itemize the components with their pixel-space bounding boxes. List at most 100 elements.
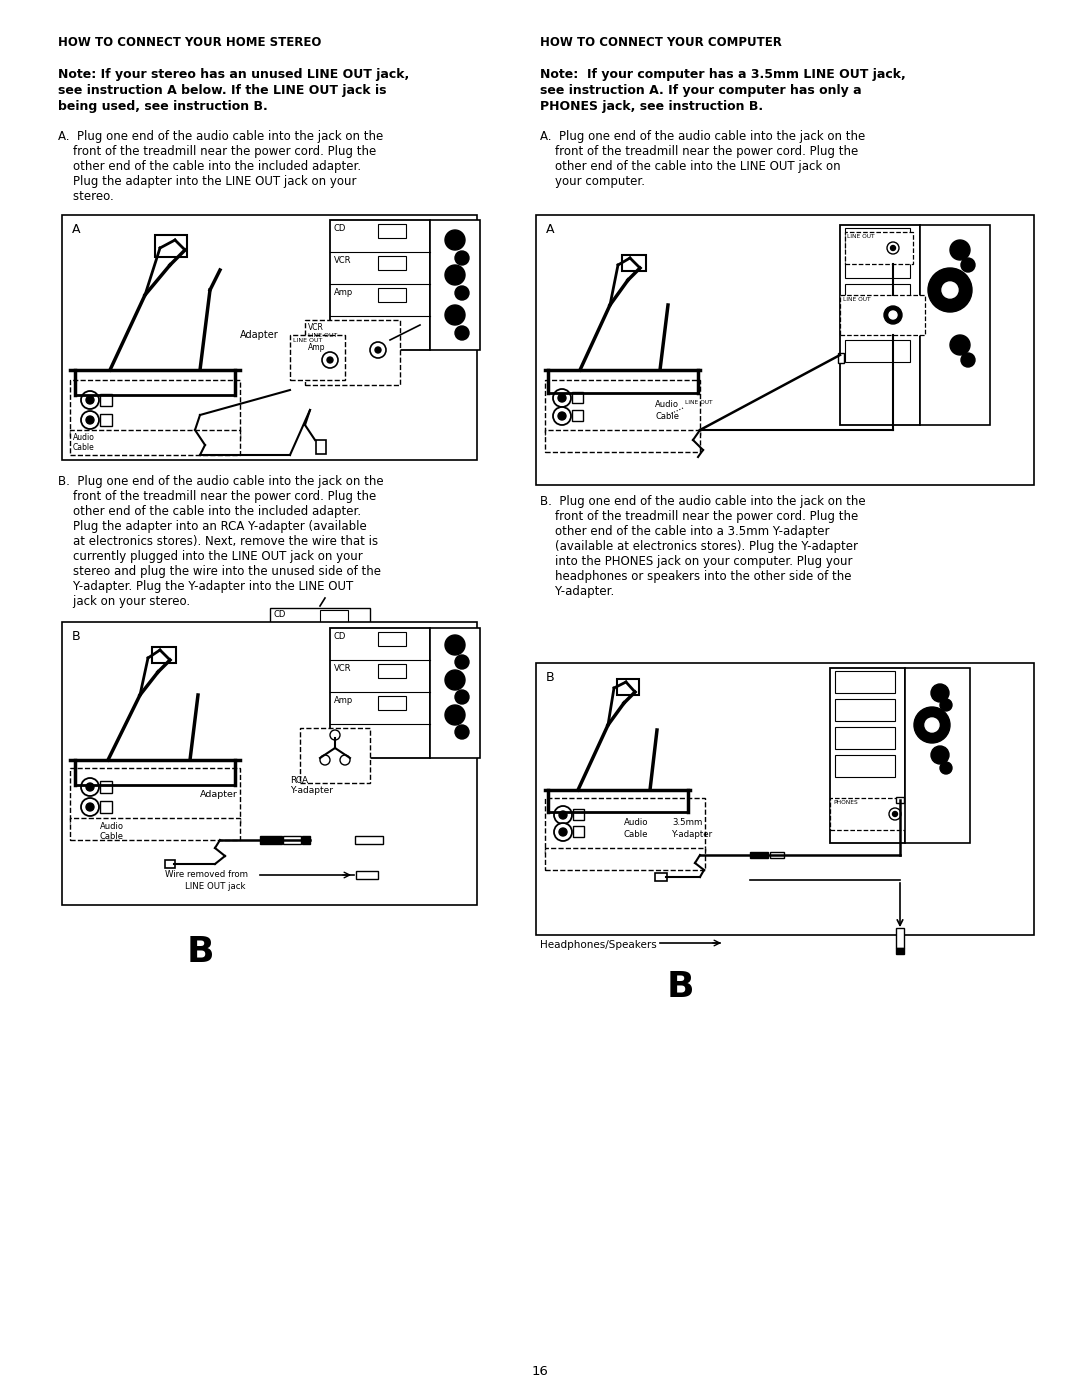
- Circle shape: [445, 636, 465, 655]
- Text: Audio: Audio: [624, 819, 648, 827]
- Bar: [845, 339, 910, 362]
- Bar: [896, 949, 904, 954]
- Circle shape: [950, 335, 970, 355]
- Circle shape: [327, 358, 333, 363]
- Text: A.  Plug one end of the audio cable into the jack on the: A. Plug one end of the audio cable into …: [58, 130, 383, 142]
- Circle shape: [559, 812, 567, 819]
- Text: VCR: VCR: [334, 256, 351, 265]
- Bar: [378, 288, 406, 302]
- Circle shape: [950, 240, 970, 260]
- Text: 16: 16: [531, 1365, 549, 1377]
- Circle shape: [961, 258, 975, 272]
- Bar: [845, 312, 910, 334]
- Bar: [572, 409, 583, 420]
- Circle shape: [942, 282, 958, 298]
- Bar: [378, 696, 406, 710]
- Text: Note:  If your computer has a 3.5mm LINE OUT jack,: Note: If your computer has a 3.5mm LINE …: [540, 68, 906, 81]
- Text: at electronics stores). Next, remove the wire that is: at electronics stores). Next, remove the…: [58, 535, 378, 548]
- Text: front of the treadmill near the power cord. Plug the: front of the treadmill near the power co…: [540, 145, 859, 158]
- Text: Audio: Audio: [100, 821, 124, 831]
- Text: LINE OUT: LINE OUT: [847, 235, 875, 239]
- Text: Y-adapter: Y-adapter: [291, 787, 333, 795]
- Bar: [572, 393, 583, 402]
- Text: VCR: VCR: [334, 664, 351, 673]
- Text: Amp: Amp: [308, 344, 325, 352]
- Circle shape: [455, 690, 469, 704]
- Bar: [840, 225, 920, 425]
- Circle shape: [554, 806, 572, 824]
- Text: Cable: Cable: [624, 830, 648, 840]
- Text: Plug the adapter into the LINE OUT jack on your: Plug the adapter into the LINE OUT jack …: [58, 175, 356, 189]
- Circle shape: [924, 718, 939, 732]
- Circle shape: [340, 754, 350, 766]
- Bar: [573, 809, 584, 820]
- Text: HOW TO CONNECT YOUR COMPUTER: HOW TO CONNECT YOUR COMPUTER: [540, 36, 782, 49]
- Circle shape: [940, 761, 951, 774]
- Bar: [896, 798, 904, 803]
- Bar: [378, 631, 406, 645]
- Text: HOW TO CONNECT YOUR HOME STEREO: HOW TO CONNECT YOUR HOME STEREO: [58, 36, 322, 49]
- Circle shape: [81, 391, 99, 409]
- Circle shape: [86, 416, 94, 425]
- Bar: [260, 835, 282, 844]
- Text: Y-adapter. Plug the Y-adapter into the LINE OUT: Y-adapter. Plug the Y-adapter into the L…: [58, 580, 353, 592]
- Circle shape: [554, 823, 572, 841]
- Circle shape: [914, 707, 950, 743]
- Circle shape: [322, 352, 338, 367]
- Text: CD: CD: [334, 631, 347, 641]
- Bar: [654, 873, 667, 882]
- Text: stereo and plug the wire into the unused side of the: stereo and plug the wire into the unused…: [58, 564, 381, 578]
- Bar: [330, 219, 430, 351]
- Text: A: A: [546, 224, 554, 236]
- Circle shape: [889, 807, 901, 820]
- Circle shape: [330, 731, 340, 740]
- Circle shape: [81, 798, 99, 816]
- Text: (available at electronics stores). Plug the Y-adapter: (available at electronics stores). Plug …: [540, 541, 858, 553]
- Bar: [62, 215, 477, 460]
- Bar: [305, 320, 400, 386]
- Bar: [573, 826, 584, 837]
- Text: front of the treadmill near the power cord. Plug the: front of the treadmill near the power co…: [58, 145, 376, 158]
- Text: Note: If your stereo has an unused LINE OUT jack,: Note: If your stereo has an unused LINE …: [58, 68, 409, 81]
- Circle shape: [455, 326, 469, 339]
- Bar: [330, 629, 430, 759]
- Text: Plug the adapter into an RCA Y-adapter (available: Plug the adapter into an RCA Y-adapter (…: [58, 520, 367, 534]
- Text: Y-adapter: Y-adapter: [672, 830, 713, 840]
- Circle shape: [558, 412, 566, 420]
- Circle shape: [892, 812, 897, 816]
- Bar: [291, 335, 345, 380]
- Circle shape: [931, 685, 949, 703]
- Circle shape: [558, 394, 566, 402]
- Circle shape: [445, 671, 465, 690]
- Circle shape: [81, 411, 99, 429]
- Circle shape: [86, 782, 94, 791]
- Text: Cable: Cable: [100, 833, 124, 841]
- Bar: [165, 861, 175, 868]
- Bar: [283, 835, 301, 844]
- Bar: [845, 232, 913, 264]
- Bar: [617, 679, 639, 694]
- Circle shape: [553, 407, 571, 425]
- Text: Adapter: Adapter: [240, 330, 279, 339]
- Text: A.  Plug one end of the audio cable into the jack on the: A. Plug one end of the audio cable into …: [540, 130, 865, 142]
- Text: Cable: Cable: [654, 412, 679, 420]
- Text: Audio: Audio: [654, 400, 679, 409]
- Text: headphones or speakers into the other side of the: headphones or speakers into the other si…: [540, 570, 851, 583]
- Circle shape: [887, 242, 899, 254]
- Text: front of the treadmill near the power cord. Plug the: front of the treadmill near the power co…: [540, 510, 859, 522]
- Bar: [320, 610, 348, 624]
- Text: Audio: Audio: [73, 433, 95, 441]
- Circle shape: [455, 725, 469, 739]
- Bar: [100, 800, 112, 813]
- Text: B: B: [72, 630, 81, 643]
- Bar: [835, 726, 895, 749]
- Circle shape: [455, 251, 469, 265]
- Text: other end of the cable into a 3.5mm Y-adapter: other end of the cable into a 3.5mm Y-ad…: [540, 525, 829, 538]
- Circle shape: [553, 388, 571, 407]
- Bar: [905, 668, 970, 842]
- Text: Cable: Cable: [73, 443, 95, 453]
- Bar: [920, 225, 990, 425]
- Circle shape: [445, 231, 465, 250]
- Text: see instruction A. If your computer has only a: see instruction A. If your computer has …: [540, 84, 862, 96]
- Text: CD: CD: [334, 224, 347, 233]
